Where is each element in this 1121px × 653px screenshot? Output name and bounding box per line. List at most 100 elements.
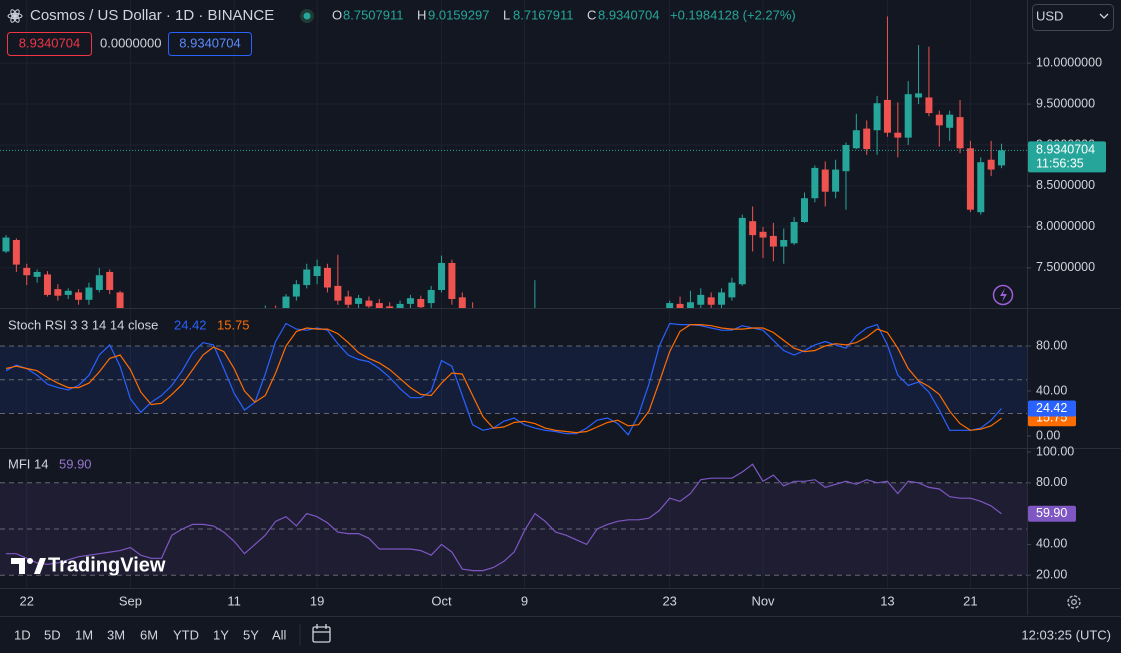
candle-body [946,114,954,128]
candle-body [23,267,31,276]
x-tick-label: 22 [20,593,34,608]
sell-box[interactable] [7,32,92,56]
candle-body [355,298,363,304]
axes: 22 Sep 11 19 Oct 9 23 Nov 13 21 7.5000000 8.0000000… [20,55,1106,608]
settings-icon[interactable] [1067,595,1081,609]
currency[interactable]: USD [1036,8,1063,23]
candle-body [313,266,321,277]
date-range-icon[interactable] [312,624,331,643]
candle-body [406,298,414,304]
last-price-label: 8.9340704 [1036,143,1095,157]
range-button[interactable]: 1D [14,627,31,642]
candle-body [43,274,51,295]
candle-body [303,269,311,286]
candle-body [956,117,964,149]
y-tick-label: 0.00 [1036,428,1060,442]
dropdown-arrow [1099,13,1109,19]
candle-body [75,292,83,300]
ohlc-label: O [332,7,342,22]
buy-box[interactable] [168,32,252,56]
candle-body [800,198,808,222]
y-tick-label: 10.0000000 [1036,55,1102,69]
stoch-k-value: 24.42 [174,317,207,332]
spread: 0.0000000 [100,35,161,50]
range-button[interactable]: 5Y [243,627,259,642]
candle-body [292,284,300,297]
ohlc-value: 8.7507911 [343,7,404,22]
x-tick-label: 13 [880,593,894,608]
clock[interactable]: 12:03:25 (UTC) [1021,627,1111,642]
candle-body [697,294,705,305]
candle-body [33,271,41,277]
candle-body [438,262,446,290]
indicator-line [6,463,1002,572]
last-value-box [1028,505,1076,522]
candle-body [427,289,435,304]
candle-body [749,221,757,236]
stoch-legend: Stoch RSI 3 3 14 14 close [8,317,158,332]
stoch-d-value: 15.75 [217,317,250,332]
candle-body [728,282,736,298]
buy-price[interactable]: 8.9340704 [179,35,240,50]
ohlc-label: L [503,7,510,22]
candle-body [95,275,103,290]
candle-body [863,128,871,150]
ohlc-label: C [587,7,596,22]
range-button[interactable]: 1Y [213,627,229,642]
sell-price[interactable]: 8.9340704 [19,35,80,50]
alert-icon[interactable] [992,284,1014,306]
candle-body [759,231,767,238]
candle-body [106,271,114,290]
y-tick-label: 9.5000000 [1036,96,1095,110]
last-value-box [1028,400,1076,417]
candle-body [915,93,923,98]
candle-body [666,303,674,308]
candle-body [707,297,715,305]
x-tick-label: 9 [521,593,528,608]
candle-body [832,169,840,192]
candle-body [344,296,352,305]
mfi-legend: MFI 14 [8,456,48,471]
candle-body [873,103,881,131]
candle-body [811,167,819,199]
indicator-line [5,322,1002,436]
y-tick-label: 8.0000000 [1036,219,1095,233]
range-button[interactable]: 6M [140,627,158,642]
candle-body [790,221,798,244]
candle-body [54,289,62,296]
range-button[interactable]: 3M [107,627,125,642]
currency-select[interactable] [1032,4,1114,31]
y-tick-label: 40.00 [1036,383,1067,397]
candle-body [458,297,466,308]
indicator-line [5,324,1002,434]
y-tick-label: 8.5000000 [1036,178,1095,192]
candle-body [282,296,290,308]
ohlc-value: 8.7167911 [513,7,574,22]
range-button[interactable]: 5D [44,627,61,642]
range-button[interactable]: 1M [75,627,93,642]
range-button[interactable]: All [272,627,287,642]
x-tick-label: 19 [310,593,324,608]
candle-body [676,303,684,308]
candle-body [780,240,788,247]
candle-body [12,240,20,265]
x-tick-label: Oct [431,593,452,608]
mfi-pane [0,463,1027,576]
x-tick-label: 21 [963,593,977,608]
candle-body [2,237,10,252]
ohlc-value: 9.0159297 [428,7,489,22]
candle-body [977,162,985,213]
candle-body [718,292,726,305]
candle-body [417,298,425,308]
candle-body [323,267,331,288]
x-tick-label: Sep [119,593,142,608]
x-tick-label: 23 [662,593,676,608]
stoch-pane [0,322,1027,436]
logo-mark [11,558,46,574]
candle-body [987,159,995,170]
range-button[interactable]: YTD [173,627,199,642]
ohlc-change: +0.1984128 (+2.27%) [670,7,796,22]
market-status[interactable] [300,9,314,23]
